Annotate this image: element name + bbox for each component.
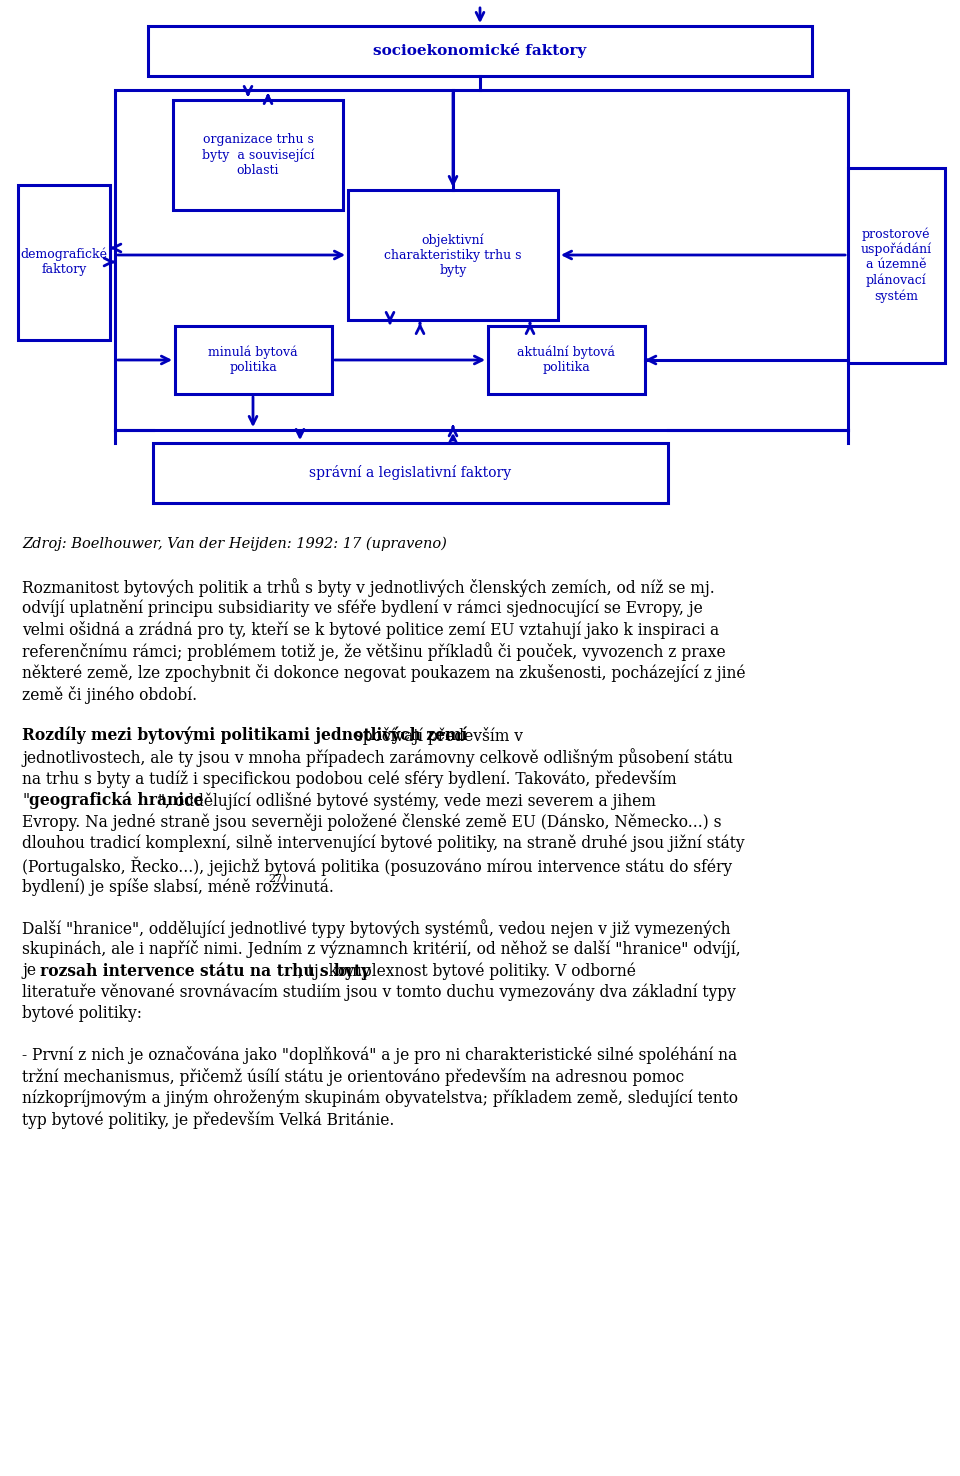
Text: bytové politiky:: bytové politiky: (22, 1005, 142, 1023)
Text: organizace trhu s
byty  a související
oblasti: organizace trhu s byty a související obl… (202, 133, 314, 177)
Bar (488, 326, 645, 394)
Text: tržní mechanismus, přičemž úsílí státu je orientováno především na adresnou pomo: tržní mechanismus, přičemž úsílí státu j… (22, 1069, 684, 1086)
Text: je: je (22, 962, 41, 979)
Bar (848, 168, 945, 363)
Text: odvíjí uplatnění principu subsidiarity ve sféře bydlení v rámci sjednocující se : odvíjí uplatnění principu subsidiarity v… (22, 599, 703, 617)
Bar (148, 27, 812, 75)
Text: jednotlivostech, ale ty jsou v mnoha případech zarámovny celkově odlišným působe: jednotlivostech, ale ty jsou v mnoha pří… (22, 748, 733, 768)
Text: rozsah intervence státu na trhu s byty: rozsah intervence státu na trhu s byty (40, 962, 371, 980)
Text: prostorové
uspořádání
a územně
plánovací
systém: prostorové uspořádání a územně plánovací… (860, 227, 931, 303)
Text: , tj. komplexnost bytové politiky. V odborné: , tj. komplexnost bytové politiky. V odb… (299, 962, 636, 980)
Text: dlouhou tradicí komplexní, silně intervenující bytové politiky, na straně druhé : dlouhou tradicí komplexní, silně interve… (22, 834, 745, 852)
Text: ", oddělující odlišné bytové systémy, vede mezi severem a jihem: ", oddělující odlišné bytové systémy, ve… (158, 791, 656, 809)
Text: skupinách, ale i napříč nimi. Jedním z významnch kritérií, od něhož se další "hr: skupinách, ale i napříč nimi. Jedním z v… (22, 940, 740, 958)
Bar (173, 100, 343, 210)
Text: nízkopríjmovým a jiným ohroženým skupinám obyvatelstva; příkladem země, sledujíc: nízkopríjmovým a jiným ohroženým skupiná… (22, 1089, 738, 1107)
Text: typ bytové politiky, je především Velká Británie.: typ bytové politiky, je především Velká … (22, 1111, 395, 1129)
Text: správní a legislativní faktory: správní a legislativní faktory (309, 465, 511, 481)
Text: (Portugalsko, Řecko...), jejichž bytová politika (posuzováno mírou intervence st: (Portugalsko, Řecko...), jejichž bytová … (22, 856, 732, 875)
Text: spočívají především v: spočívají především v (349, 728, 522, 745)
Text: Další "hranice", oddělující jednotlivé typy bytových systémů, vedou nejen v již : Další "hranice", oddělující jednotlivé t… (22, 920, 731, 937)
Text: literatuře věnované srovnávacím studiím jsou v tomto duchu vymezovány dva základ: literatuře věnované srovnávacím studiím … (22, 983, 736, 1001)
Bar (18, 184, 110, 339)
Text: aktuální bytová
politika: aktuální bytová politika (517, 345, 615, 375)
Text: Rozdíly mezi bytovými politikami jednotlivých zemí: Rozdíly mezi bytovými politikami jednotl… (22, 728, 468, 744)
Text: Evropy. Na jedné straně jsou severněji položené členské země EU (Dánsko, Německo: Evropy. Na jedné straně jsou severněji p… (22, 813, 722, 831)
Text: země či jiného období.: země či jiného období. (22, 685, 197, 704)
Text: geografická hranice: geografická hranice (29, 791, 204, 809)
Text: 27): 27) (268, 874, 286, 884)
Text: ": " (22, 791, 29, 809)
Bar (348, 190, 558, 320)
Text: demografické
faktory: demografické faktory (20, 248, 108, 276)
Bar (153, 443, 668, 503)
Text: Rozmanitost bytových politik a trhů s byty v jednotlivých členských zemích, od n: Rozmanitost bytových politik a trhů s by… (22, 579, 715, 596)
Text: některé země, lze zpochybnit či dokonce negovat poukazem na zkušenosti, pocházej: některé země, lze zpochybnit či dokonce … (22, 664, 746, 682)
Text: Zdroj: Boelhouwer, Van der Heijden: 1992: 17 (upraveno): Zdroj: Boelhouwer, Van der Heijden: 1992… (22, 537, 446, 552)
Text: bydlení) je spíše slabsí, méně rozvinutá.: bydlení) je spíše slabsí, méně rozvinutá… (22, 878, 334, 896)
Bar (115, 90, 848, 430)
Text: velmi ošidná a zrádná pro ty, kteří se k bytové politice zemí EU vztahují jako k: velmi ošidná a zrádná pro ty, kteří se k… (22, 621, 719, 639)
Text: referenčnímu rámci; problémem totiž je, že většinu příkladů či pouček, vyvozench: referenčnímu rámci; problémem totiž je, … (22, 642, 726, 661)
Text: minulá bytová
politika: minulá bytová politika (208, 345, 298, 375)
Text: na trhu s byty a tudíž i specifickou podobou celé sféry bydlení. Takováto, přede: na trhu s byty a tudíž i specifickou pod… (22, 770, 677, 788)
Bar (175, 326, 332, 394)
Text: socioekonomické faktory: socioekonomické faktory (373, 43, 587, 59)
Text: objektivní
charakteristiky trhu s
byty: objektivní charakteristiky trhu s byty (384, 233, 521, 277)
Text: - První z nich je označována jako "doplňková" a je pro ni charakteristické silné: - První z nich je označována jako "doplň… (22, 1046, 737, 1064)
